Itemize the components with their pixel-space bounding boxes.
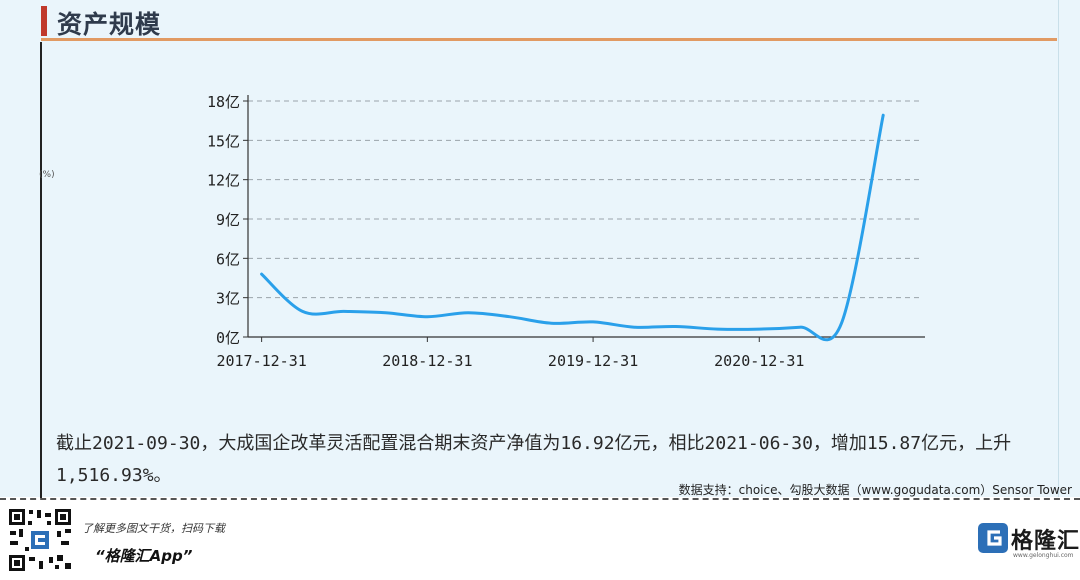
- y-tick-label: 3亿: [216, 290, 240, 308]
- right-border-rule: [1058, 0, 1059, 497]
- brand-logo-icon: [978, 523, 1008, 553]
- y-tick-label: 6亿: [216, 250, 240, 268]
- qr-code-icon[interactable]: [7, 507, 73, 573]
- grid-lines: [248, 100, 920, 299]
- footer: 了解更多图文干货，扫码下载 “格隆汇App” 格隆汇 www.gelonghui…: [0, 501, 1080, 580]
- qr-caption: 了解更多图文干货，扫码下载: [82, 522, 225, 535]
- brand-name: 格隆汇: [1011, 529, 1080, 554]
- x-tick-label: 2019-12-31: [548, 352, 638, 370]
- left-border-rule: [40, 42, 42, 498]
- y-tick-label: 15亿: [207, 132, 240, 150]
- chart-axes: [243, 95, 925, 342]
- report-panel: [0, 0, 1080, 497]
- x-tick-label: 2020-12-31: [714, 352, 804, 370]
- title-underline: [41, 38, 1057, 41]
- footer-divider: [0, 498, 1080, 500]
- x-tick-labels: 2017-12-31 2018-12-31 2019-12-31 2020-12-31: [216, 352, 804, 370]
- y-tick-label: 12亿: [207, 172, 240, 190]
- title-accent-bar: [41, 6, 47, 36]
- y-tick-label: 9亿: [216, 211, 240, 229]
- y-unit-label: (%): [39, 170, 55, 180]
- summary-text: 截止2021-09-30，大成国企改革灵活配置混合期末资产净值为16.92亿元，…: [56, 433, 1012, 486]
- asset-value-series-line: [260, 113, 885, 342]
- x-tick-label: 2017-12-31: [216, 352, 306, 370]
- data-source-note: 数据支持：choice、勾股大数据（www.gogudata.com）Senso…: [678, 483, 1072, 497]
- y-tick-label: 18亿: [207, 93, 240, 111]
- y-tick-label: 0亿: [216, 329, 240, 347]
- x-tick-label: 2018-12-31: [382, 352, 472, 370]
- section-title: 资产规模: [57, 10, 162, 39]
- brand-url: www.gelonghui.com: [1013, 552, 1074, 559]
- y-tick-labels: 0亿 3亿 6亿 9亿 12亿 15亿 18亿: [207, 93, 240, 347]
- app-name: “格隆汇App”: [95, 547, 193, 565]
